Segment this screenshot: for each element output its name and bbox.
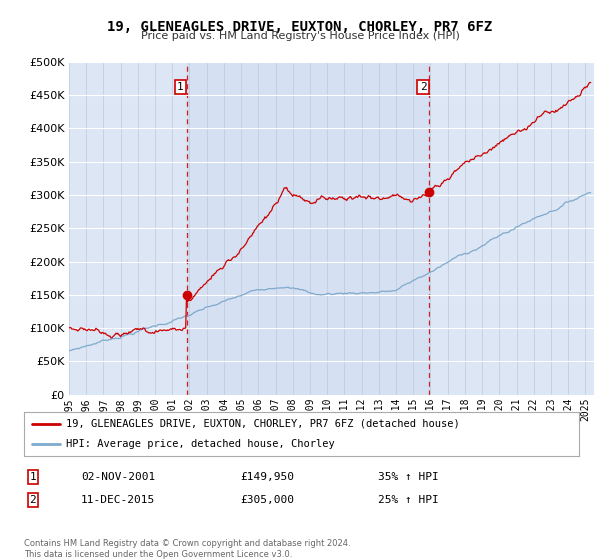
Text: 1: 1 bbox=[29, 472, 37, 482]
Text: 19, GLENEAGLES DRIVE, EUXTON, CHORLEY, PR7 6FZ: 19, GLENEAGLES DRIVE, EUXTON, CHORLEY, P… bbox=[107, 20, 493, 34]
Text: 02-NOV-2001: 02-NOV-2001 bbox=[81, 472, 155, 482]
Bar bbox=[187, 62, 429, 395]
Text: 11-DEC-2015: 11-DEC-2015 bbox=[81, 494, 155, 505]
Text: 2: 2 bbox=[419, 82, 427, 92]
Text: 1: 1 bbox=[177, 82, 184, 92]
Text: £305,000: £305,000 bbox=[240, 494, 294, 505]
Text: Price paid vs. HM Land Registry's House Price Index (HPI): Price paid vs. HM Land Registry's House … bbox=[140, 31, 460, 41]
Text: 35% ↑ HPI: 35% ↑ HPI bbox=[378, 472, 439, 482]
Text: HPI: Average price, detached house, Chorley: HPI: Average price, detached house, Chor… bbox=[65, 439, 334, 449]
Text: Contains HM Land Registry data © Crown copyright and database right 2024.
This d: Contains HM Land Registry data © Crown c… bbox=[24, 539, 350, 559]
Text: £149,950: £149,950 bbox=[240, 472, 294, 482]
Text: 19, GLENEAGLES DRIVE, EUXTON, CHORLEY, PR7 6FZ (detached house): 19, GLENEAGLES DRIVE, EUXTON, CHORLEY, P… bbox=[65, 419, 460, 429]
Text: 2: 2 bbox=[29, 494, 37, 505]
Text: 25% ↑ HPI: 25% ↑ HPI bbox=[378, 494, 439, 505]
